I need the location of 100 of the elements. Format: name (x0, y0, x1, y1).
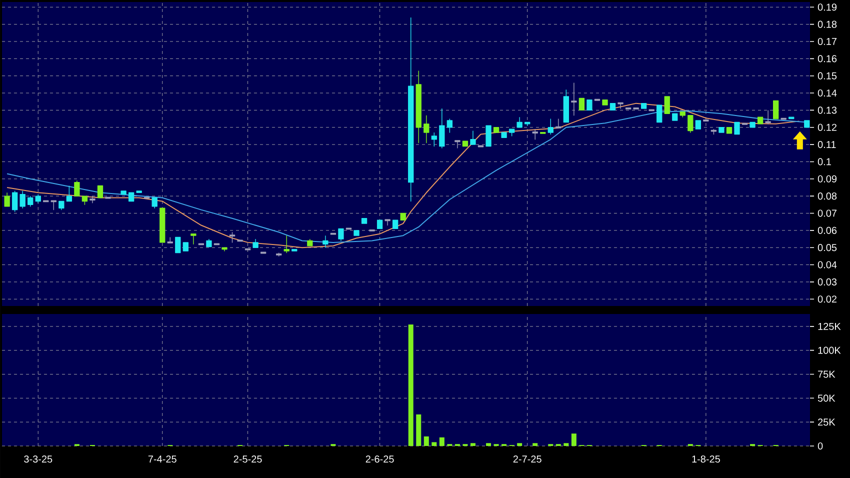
candlestick (548, 118, 554, 135)
candlestick (90, 196, 96, 204)
candlestick (618, 102, 624, 109)
candlestick (160, 208, 166, 243)
y-tick-label: 0.02 (818, 296, 836, 303)
y-tick-label: 0.05 (818, 244, 837, 252)
candlestick (664, 96, 670, 114)
bar (432, 442, 437, 446)
y-tick-label: 0.07 (818, 210, 836, 217)
candlestick (439, 108, 445, 148)
y-tick-label: 0.19 (818, 4, 837, 11)
candlestick (680, 112, 686, 118)
y-tick-label: 0.14 (818, 89, 837, 97)
y-tick-label: 100K (818, 346, 841, 354)
candlestick (640, 102, 647, 109)
candlestick (128, 192, 134, 202)
candlestick (672, 113, 678, 121)
candlestick (516, 116, 522, 128)
y-tick-label: 0.1 (818, 158, 831, 166)
candlestick (276, 252, 282, 257)
y-tick-label: 0.06 (818, 226, 837, 234)
y-tick-label: 0.12 (818, 124, 836, 131)
candlestick (750, 122, 756, 128)
y-tick-label: 75K (818, 370, 836, 378)
candlestick (424, 114, 430, 144)
bar (571, 434, 576, 446)
y-tick-label: 0.16 (818, 55, 837, 62)
candlestick (408, 17, 414, 202)
candlestick (307, 238, 313, 246)
candlestick (757, 116, 764, 124)
candlestick (74, 180, 80, 196)
y-tick-label: 0.04 (818, 261, 837, 268)
y-tick-label: 0.17 (818, 38, 836, 46)
candlestick (524, 122, 530, 126)
candlestick (167, 236, 173, 244)
y-tick-label: 25K (818, 418, 836, 426)
candlestick (190, 234, 196, 245)
candlestick (152, 197, 158, 208)
candlestick (462, 140, 468, 147)
candlestick (97, 185, 104, 198)
bar (424, 436, 429, 446)
candlestick (322, 235, 328, 248)
candlestick (4, 192, 10, 207)
candlestick (602, 100, 608, 106)
candlestick (12, 190, 18, 212)
candlestick (493, 127, 500, 133)
candlestick (252, 238, 258, 248)
x-tick-label: 2-6-25 (366, 456, 394, 463)
candlestick (695, 120, 702, 130)
y-tick-label: 125K (818, 322, 841, 330)
candlestick (610, 102, 616, 111)
candlestick (229, 232, 236, 243)
candlestick (578, 98, 585, 111)
candlestick (182, 242, 188, 252)
y-tick-label: 0.15 (818, 72, 837, 80)
candlestick (486, 125, 492, 147)
candlestick (361, 218, 368, 224)
y-tick-label: 0.09 (818, 175, 837, 182)
candlestick (446, 118, 453, 133)
bar (564, 443, 569, 446)
candlestick (656, 104, 662, 123)
candlestick (508, 128, 515, 136)
x-tick-label: 1-8-25 (692, 456, 720, 463)
bar (486, 443, 492, 446)
candlestick (586, 100, 592, 111)
candlestick (726, 127, 732, 134)
candlestick (454, 140, 460, 148)
candlestick (384, 219, 390, 226)
x-tick-label: 2-7-25 (513, 456, 542, 463)
candlestick (35, 194, 41, 204)
candlestick (773, 100, 779, 120)
candlestick (400, 212, 406, 220)
bar (408, 324, 414, 446)
candlestick (58, 200, 64, 210)
y-tick-label: 0.03 (818, 278, 837, 286)
y-tick-label: 0 (818, 442, 823, 450)
candlestick (222, 247, 228, 252)
candlestick (563, 89, 570, 123)
x-tick-label: 2-5-25 (234, 456, 262, 463)
bar (439, 437, 444, 446)
candlestick (532, 128, 538, 140)
bar (532, 443, 538, 446)
candlestick (710, 128, 717, 135)
candlestick (354, 230, 360, 236)
candlestick (788, 116, 794, 120)
candlestick (470, 130, 476, 145)
candlestick (571, 82, 577, 116)
candlestick (688, 114, 694, 133)
candlestick (392, 220, 398, 230)
candlestick (120, 190, 126, 195)
bar (470, 443, 476, 446)
candlestick (66, 185, 72, 202)
bar (416, 414, 422, 446)
y-tick-label: 50K (818, 394, 836, 402)
candlestick (82, 196, 88, 206)
y-tick-label: 0.18 (818, 20, 837, 28)
candlestick (718, 127, 724, 133)
candlestick (292, 248, 298, 252)
candlestick (175, 236, 181, 254)
candlestick (501, 132, 507, 138)
